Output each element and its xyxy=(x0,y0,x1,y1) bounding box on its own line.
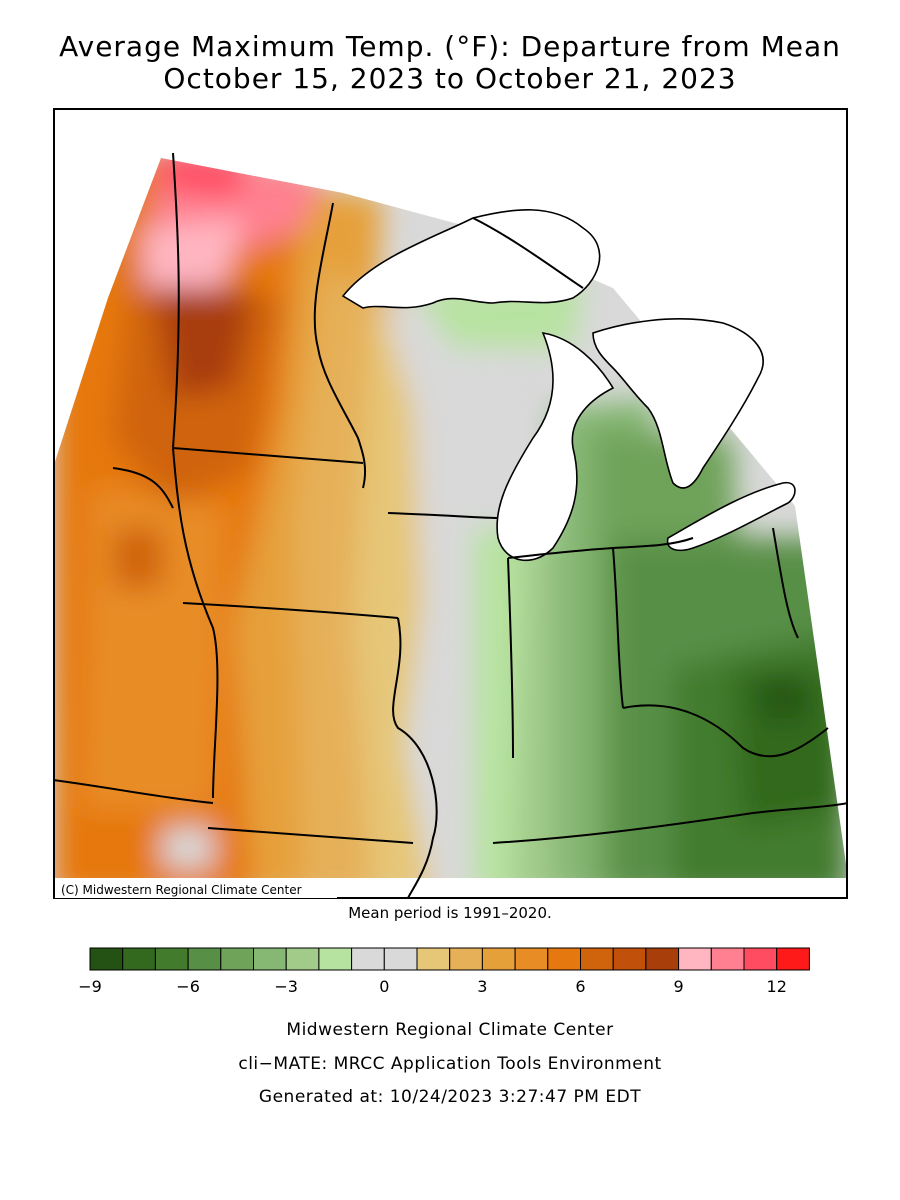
legend-swatch xyxy=(220,947,255,971)
legend-tick-label: 3 xyxy=(477,977,487,996)
border-ks-mo xyxy=(53,779,214,804)
color-legend: −9 −6 −3 0 3 6 9 12 xyxy=(78,947,810,996)
border-sd-ne xyxy=(112,467,174,509)
legend-swatch xyxy=(416,947,451,971)
legend-swatch xyxy=(285,947,320,971)
legend-swatch xyxy=(89,947,124,971)
border-mi-up xyxy=(472,217,584,289)
legend-tick-label: 9 xyxy=(674,977,684,996)
legend-swatch xyxy=(547,947,581,971)
border-mn-wi xyxy=(313,202,367,489)
border-mn-ia xyxy=(172,447,364,464)
legend-swatch xyxy=(351,947,385,971)
map-frame xyxy=(53,108,848,899)
footer-organization: Midwestern Regional Climate Center xyxy=(286,1020,614,1040)
legend-swatch xyxy=(481,947,516,971)
legend-swatch xyxy=(318,947,353,971)
legend-swatch xyxy=(449,947,483,971)
legend-swatches xyxy=(89,947,810,971)
map-title: Average Maximum Temp. (°F): Departure fr… xyxy=(59,30,841,63)
copyright-label: (C) Midwestern Regional Climate Center xyxy=(61,883,302,897)
legend-tick-label: 0 xyxy=(379,977,389,996)
legend-tick-label: −3 xyxy=(274,977,298,996)
lake-erie xyxy=(666,481,796,552)
border-il-in xyxy=(507,557,514,759)
border-oh-pa xyxy=(772,527,799,639)
legend-swatch xyxy=(514,947,549,971)
border-nd-mn xyxy=(172,152,180,449)
border-oh-ky xyxy=(622,704,829,758)
border-ia-mo xyxy=(182,602,399,619)
footer-generated: Generated at: 10/24/2023 3:27:47 PM EDT xyxy=(258,1087,642,1107)
border-mi-in-oh xyxy=(507,537,694,559)
legend-swatch xyxy=(122,947,156,971)
border-wi-il xyxy=(387,512,499,519)
border-ne-ia xyxy=(172,447,219,799)
legend-swatch xyxy=(383,947,418,971)
legend-swatch xyxy=(580,947,614,971)
legend-ticks: −9 −6 −3 0 3 6 9 12 xyxy=(78,977,787,996)
great-lakes xyxy=(341,209,796,562)
map-date-range: October 15, 2023 to October 21, 2023 xyxy=(163,62,737,95)
legend-swatch xyxy=(743,947,778,971)
legend-swatch xyxy=(678,947,712,971)
mean-period-note: Mean period is 1991–2020. xyxy=(348,904,552,922)
state-borders xyxy=(53,152,848,899)
lake-michigan xyxy=(496,331,615,562)
legend-swatch xyxy=(776,947,810,971)
legend-swatch xyxy=(710,947,745,971)
border-mo-ar xyxy=(207,827,414,844)
legend-tick-label: 6 xyxy=(575,977,585,996)
legend-tick-label: −9 xyxy=(78,977,102,996)
copyright-box xyxy=(55,880,337,898)
legend-tick-label: −6 xyxy=(176,977,200,996)
temperature-departure-map: (C) Midwestern Regional Climate Center xyxy=(53,108,848,899)
border-il-mo xyxy=(392,617,438,899)
legend-swatch xyxy=(253,947,287,971)
border-in-oh xyxy=(612,547,624,709)
legend-swatch xyxy=(187,947,222,971)
border-ky xyxy=(492,802,848,844)
lake-superior xyxy=(341,209,601,309)
legend-swatch xyxy=(645,947,680,971)
lake-huron xyxy=(592,318,764,489)
legend-swatch xyxy=(154,947,189,971)
footer-tool: cli−MATE: MRCC Application Tools Environ… xyxy=(238,1054,662,1074)
legend-swatch xyxy=(612,947,647,971)
legend-tick-label: 12 xyxy=(767,977,787,996)
